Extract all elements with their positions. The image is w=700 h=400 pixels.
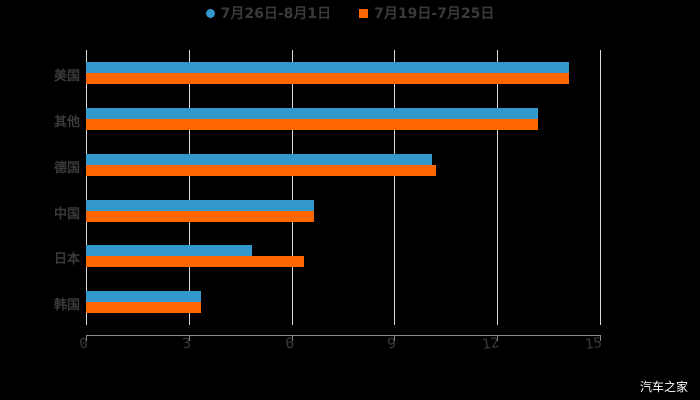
x-tick-label: 12 [481,334,501,354]
y-category-label: 中国 [53,207,80,222]
y-category-label: 其他 [53,115,80,130]
legend-label: 7月26日-8月1日 [220,6,332,22]
bar-其他-series-1[interactable] [86,108,538,119]
x-tick [600,335,601,341]
x-tick-label: 3 [181,335,193,353]
x-tick [189,335,190,341]
bar-美国-series-2[interactable] [86,73,569,84]
legend-square-icon [359,8,369,18]
bar-中国-series-1[interactable] [86,200,314,211]
bar-中国-series-2[interactable] [86,211,314,222]
legend-item-series-2[interactable]: 7月19日-7月25日 [359,3,494,23]
x-tick [86,335,87,341]
legend-label: 7月19日-7月25日 [374,6,495,22]
x-tick-label: 0 [78,335,90,353]
gridline [497,50,498,325]
bar-韩国-series-1[interactable] [86,291,201,302]
gridline [86,50,87,325]
x-tick [394,335,395,341]
x-tick-label: 6 [284,335,296,353]
chart-legend: 7月26日-8月1日 7月19日-7月25日 [0,3,700,23]
legend-item-series-1[interactable]: 7月26日-8月1日 [205,3,332,23]
bar-韩国-series-2[interactable] [86,302,201,313]
y-category-label: 日本 [53,252,80,267]
bar-日本-series-2[interactable] [86,256,304,267]
bar-德国-series-2[interactable] [86,165,436,176]
y-category-label: 韩国 [53,298,80,313]
x-tick [292,335,293,341]
gridline [189,50,190,325]
bar-日本-series-1[interactable] [86,245,252,256]
x-tick-label: 15 [584,334,604,354]
plot-area [86,50,601,325]
gridline [600,50,601,325]
gridline [292,50,293,325]
bar-其他-series-2[interactable] [86,119,538,130]
watermark: 汽车之家 [639,380,688,394]
gridline [394,50,395,325]
bar-美国-series-1[interactable] [86,62,569,73]
bar-德国-series-1[interactable] [86,154,432,165]
x-axis-line [86,335,600,336]
legend-circle-icon [205,8,215,18]
x-tick-label: 9 [386,335,398,353]
y-category-label: 美国 [53,69,80,84]
x-tick [497,335,498,341]
y-category-label: 德国 [53,161,80,176]
